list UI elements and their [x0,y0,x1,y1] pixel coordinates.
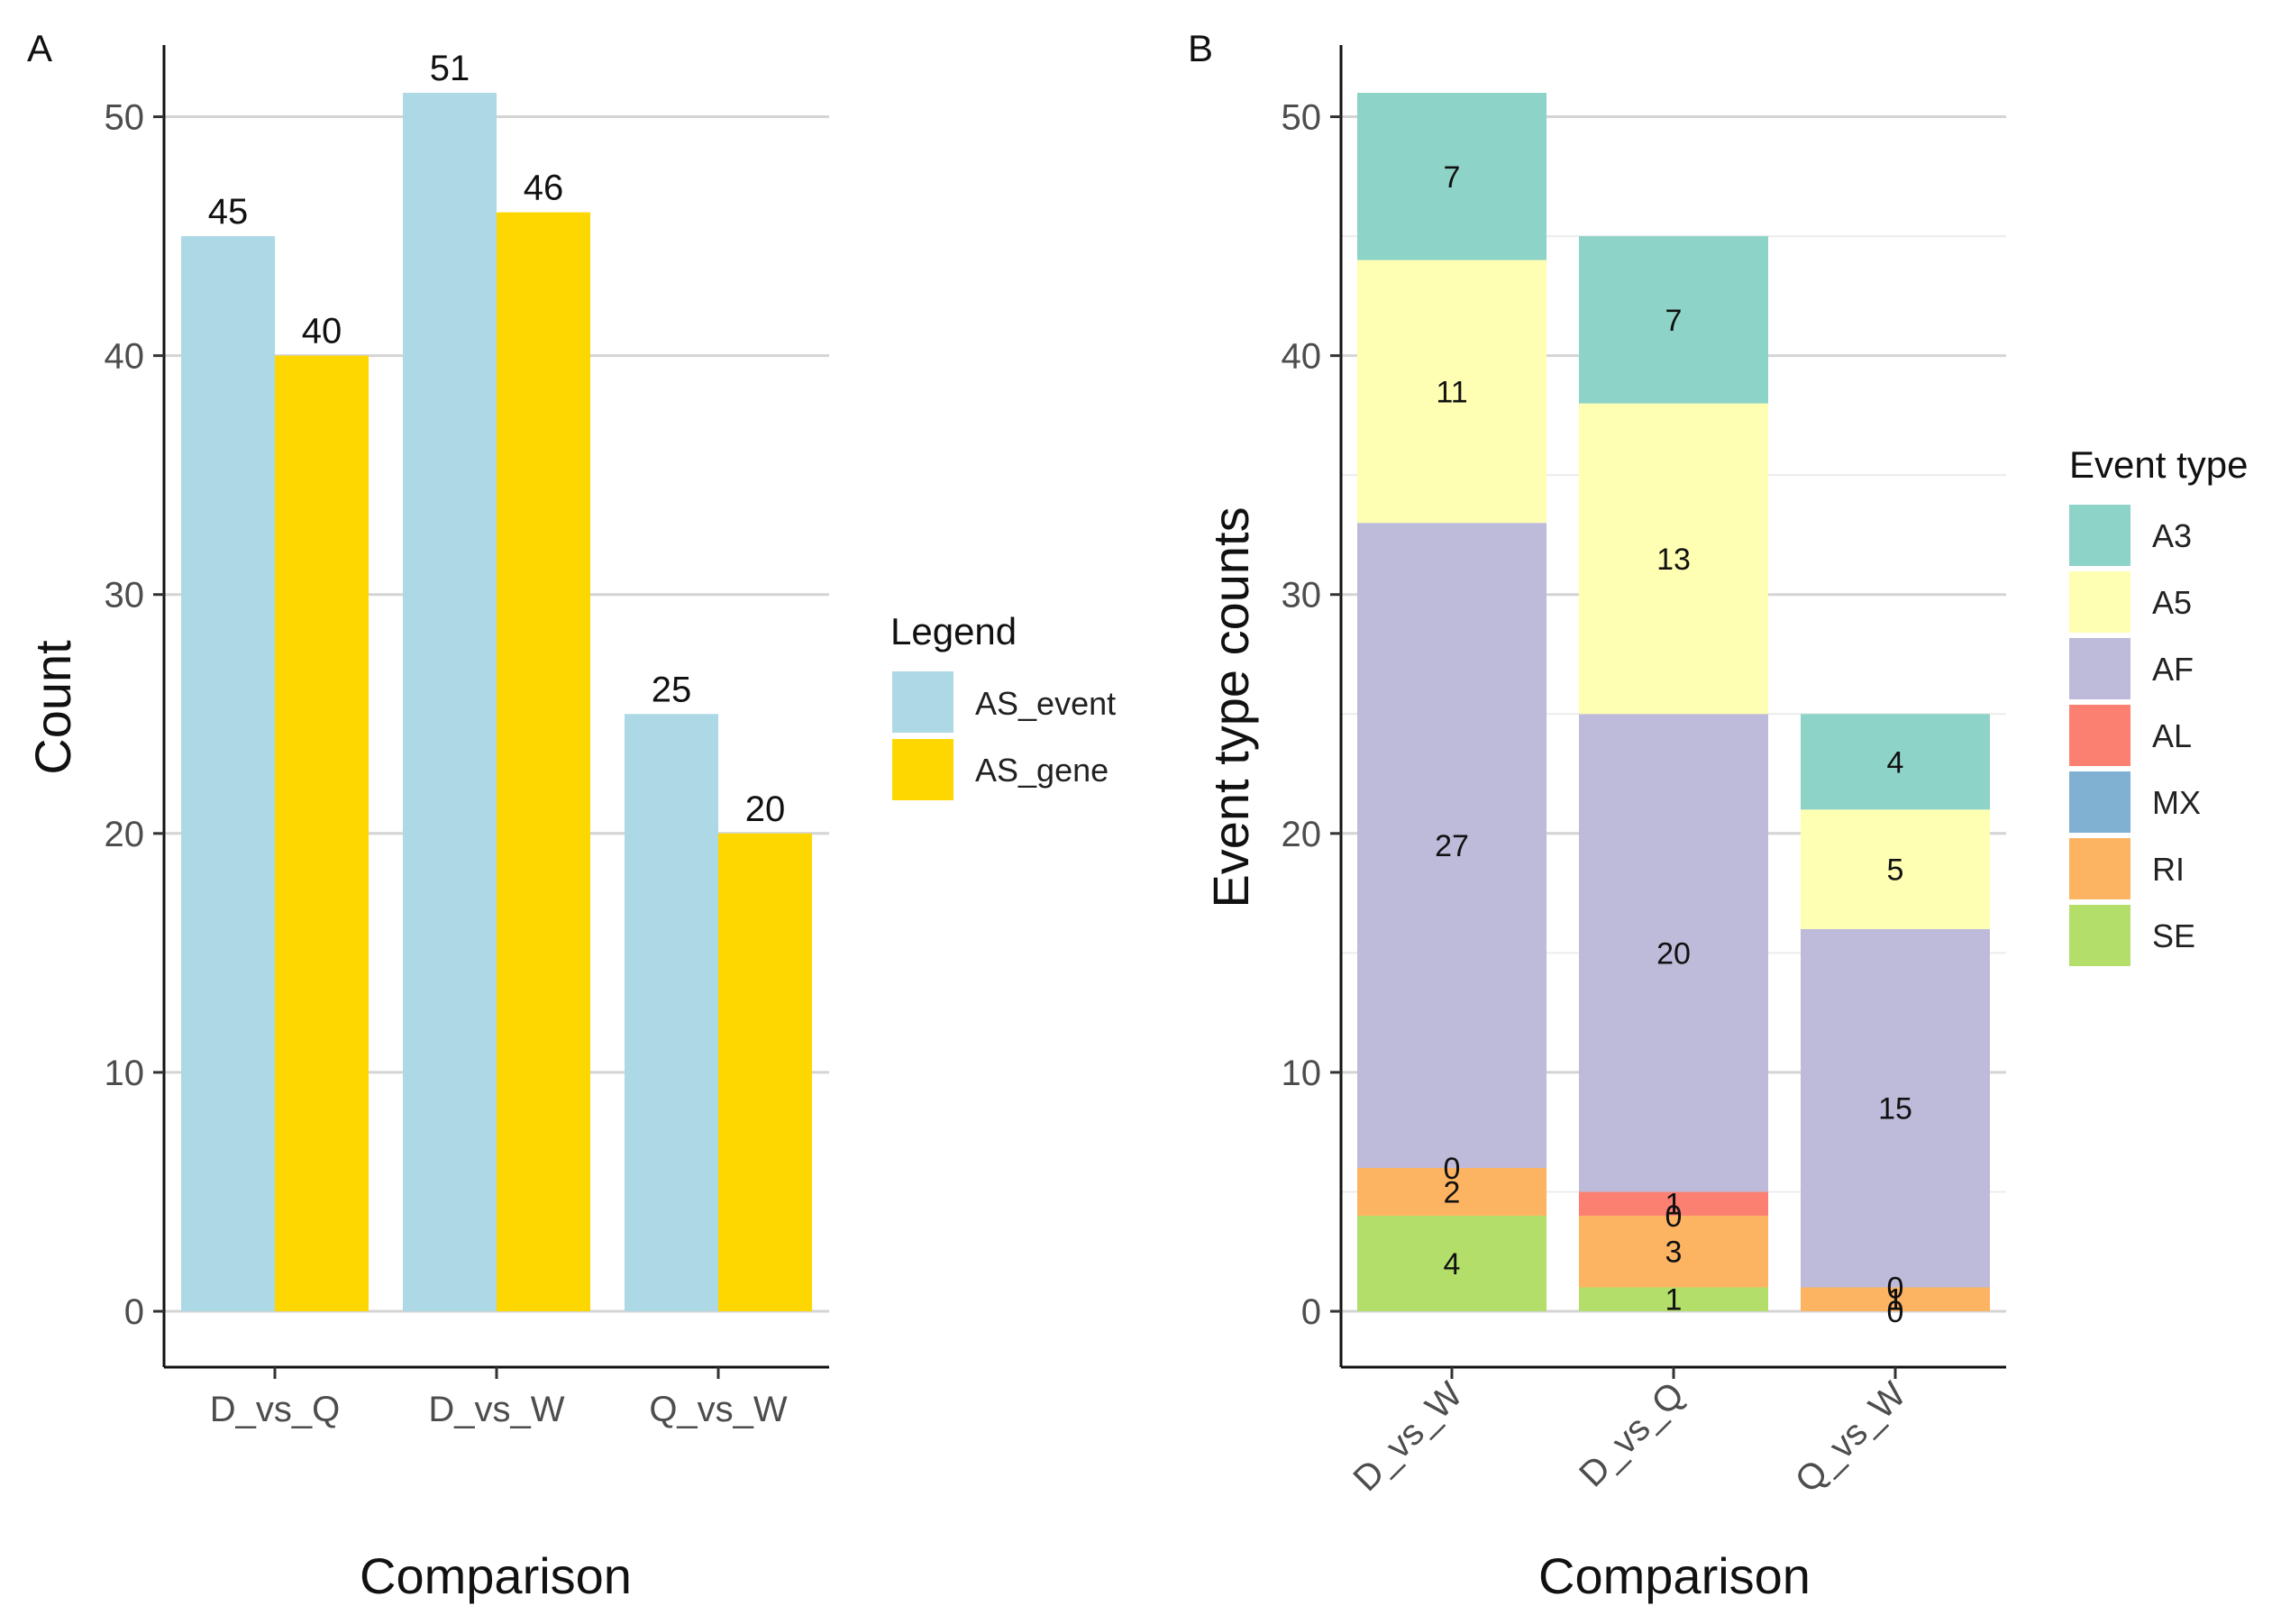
panel-b-stacked-bars [1357,93,1990,1311]
segment-label-ri-d-vs-w: 2 [1444,1175,1461,1209]
y-tick-label-50: 50 [105,98,145,138]
panel-b-x-axis-title: Comparison [1538,1547,1811,1604]
bar-label-as-event-d-vs-w: 51 [430,49,470,88]
segment-label-a3-q-vs-w: 4 [1887,745,1904,780]
segment-label-af-d-vs-q: 20 [1656,936,1691,971]
y-tick-label-0: 0 [124,1292,144,1332]
panel-a-x-ticks: D_vs_Q D_vs_W Q_vs_W [210,1367,788,1429]
segment-se-d-vs-w [1357,1215,1547,1311]
y-tick-label-40: 40 [105,337,145,377]
segment-a5-d-vs-w [1357,260,1547,524]
segment-al-d-vs-q [1579,1191,1768,1216]
panel-b-letter: B [1188,27,1213,69]
panel-a-chart: A 45 40 51 46 25 20 0 10 20 30 40 50 D_vs_Q D_vs_W Q… [24,27,1116,1604]
legend-label-al: AL [2152,717,2192,754]
y-tick-label-20: 20 [105,815,145,854]
legend-label-a5: A5 [2152,584,2192,621]
legend-label-ri: RI [2152,851,2185,888]
segment-ri-d-vs-w [1357,1167,1547,1216]
segment-label-a5-d-vs-q: 13 [1656,543,1691,577]
bar-label-as-gene-d-vs-w: 46 [524,169,564,208]
x-tick-label-q-vs-w: Q_vs_W [649,1390,788,1429]
panel-b-y-ticks: 0 10 20 30 40 50 [1282,98,1341,1332]
bar-label-as-gene-q-vs-w: 20 [745,789,786,829]
segment-af-d-vs-w [1357,523,1547,1168]
legend-swatch-as-gene [892,739,953,800]
segment-a3-q-vs-w [1801,714,1990,810]
bar-as-event-d-vs-w [403,93,497,1311]
legend-swatch-as-event [892,671,953,733]
legend-swatch-al [2069,705,2130,766]
legend-label-mx: MX [2152,784,2201,821]
panel-b-y-axis-title: Event type counts [1202,506,1259,908]
bar-as-gene-d-vs-w [497,212,590,1311]
segment-label-a3-d-vs-w: 7 [1444,160,1461,195]
panel-a-legend-title: Legend [890,610,1017,652]
y-tick-label-0: 0 [1301,1292,1321,1332]
bar-as-gene-q-vs-w [718,833,812,1311]
bar-label-as-event-q-vs-w: 25 [652,670,692,709]
y-tick-label-20: 20 [1282,815,1322,854]
legend-label-se: SE [2152,917,2195,954]
panel-b-legend: Event type A3 A5 AF AL MX RI SE [2069,443,2248,966]
panel-a-letter: A [27,27,52,69]
legend-label-as-gene: AS_gene [975,752,1109,789]
segment-label-ri-d-vs-q: 3 [1665,1236,1683,1270]
segment-label-ri-q-vs-w: 1 [1887,1283,1904,1318]
segment-af-d-vs-q [1579,714,1768,1192]
panel-a-bars [181,93,812,1312]
legend-swatch-af [2069,638,2130,699]
segment-label-se-q-vs-w: 0 [1887,1295,1904,1329]
y-tick-label-30: 30 [105,576,145,616]
legend-label-a3: A3 [2152,517,2192,554]
bar-label-as-gene-d-vs-q: 40 [302,312,342,351]
panel-a-y-axis-title: Count [24,640,81,775]
legend-label-as-event: AS_event [975,685,1116,722]
segment-label-a3-d-vs-q: 7 [1665,304,1683,338]
panel-a-y-ticks: 0 10 20 30 40 50 [105,98,164,1332]
y-tick-label-40: 40 [1282,337,1322,377]
y-tick-label-30: 30 [1282,576,1322,616]
legend-swatch-mx [2069,771,2130,833]
segment-label-a5-d-vs-w: 11 [1436,375,1467,409]
y-tick-label-10: 10 [1282,1054,1322,1093]
segment-label-a5-q-vs-w: 5 [1887,853,1904,888]
legend-swatch-ri [2069,838,2130,899]
segment-af-q-vs-w [1801,928,1990,1288]
segment-a5-d-vs-q [1579,403,1768,715]
x-tick-label-d-vs-q: D_vs_Q [210,1390,341,1429]
bar-label-as-event-d-vs-q: 45 [208,192,249,232]
segment-label-mx-d-vs-w: 0 [1444,1152,1461,1186]
y-tick-label-10: 10 [105,1054,145,1093]
legend-swatch-a5 [2069,571,2130,633]
bar-as-event-d-vs-q [181,236,275,1312]
segment-a5-q-vs-w [1801,809,1990,929]
segment-label-af-d-vs-w: 27 [1435,829,1469,863]
legend-swatch-a3 [2069,505,2130,566]
bar-as-gene-d-vs-q [275,355,369,1311]
y-tick-label-50: 50 [1282,98,1322,138]
panel-a-legend: Legend AS_event AS_gene [890,610,1116,800]
segment-label-se-d-vs-w: 4 [1444,1247,1461,1282]
segment-label-mx-q-vs-w: 0 [1887,1271,1904,1305]
bar-as-event-q-vs-w [625,714,718,1311]
x-tick-label-d-vs-w: D_vs_W [428,1390,564,1429]
segment-label-se-d-vs-q: 1 [1665,1283,1683,1318]
segment-a3-d-vs-q [1579,236,1768,404]
segment-se-d-vs-q [1579,1287,1768,1311]
legend-label-af: AF [2152,651,2194,688]
panel-b-legend-title: Event type [2069,443,2248,486]
segment-label-al-d-vs-q: 1 [1665,1188,1683,1222]
legend-swatch-se [2069,905,2130,966]
panel-a-bar-labels: 45 40 51 46 25 20 [208,49,786,829]
segment-label-mx-d-vs-q: 0 [1665,1200,1683,1234]
panel-a-x-axis-title: Comparison [360,1547,632,1604]
segment-a3-d-vs-w [1357,93,1547,260]
segment-ri-d-vs-q [1579,1215,1768,1288]
segment-label-af-q-vs-w: 15 [1878,1092,1912,1127]
segment-ri-q-vs-w [1801,1287,1990,1311]
